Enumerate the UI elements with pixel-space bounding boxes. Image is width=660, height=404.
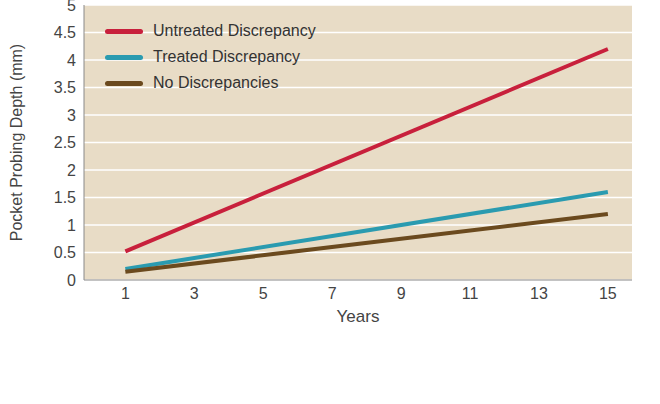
html-text:Untreated Discrepancy: Untreated Discrepancy: [153, 22, 316, 39]
svg-text:2: 2: [67, 162, 76, 179]
svg-text:5: 5: [67, 0, 76, 14]
svg-text:3.5: 3.5: [54, 79, 76, 96]
svg-text:13: 13: [530, 285, 548, 302]
svg-text:1.5: 1.5: [54, 189, 76, 206]
svg-text:1: 1: [67, 217, 76, 234]
svg-text:Years: Years: [337, 307, 380, 326]
svg-text:4.5: 4.5: [54, 24, 76, 41]
svg-text:3: 3: [190, 285, 199, 302]
html-text:No Discrepancies: No Discrepancies: [153, 74, 279, 91]
svg-text:4: 4: [67, 52, 76, 69]
svg-text:11: 11: [462, 285, 479, 302]
svg-text:5: 5: [259, 285, 268, 302]
svg-text:1: 1: [121, 285, 130, 302]
svg-text:7: 7: [328, 285, 337, 302]
html-text:Treated Discrepancy: Treated Discrepancy: [153, 48, 300, 65]
svg-text:0.5: 0.5: [54, 244, 76, 261]
svg-text:2.5: 2.5: [54, 134, 76, 151]
svg-text:0: 0: [67, 272, 76, 289]
svg-text:9: 9: [397, 285, 406, 302]
svg-text:Pocket Probing Depth (mm): Pocket Probing Depth (mm): [8, 44, 25, 241]
svg-text:15: 15: [599, 285, 617, 302]
svg-text:3: 3: [67, 107, 76, 124]
